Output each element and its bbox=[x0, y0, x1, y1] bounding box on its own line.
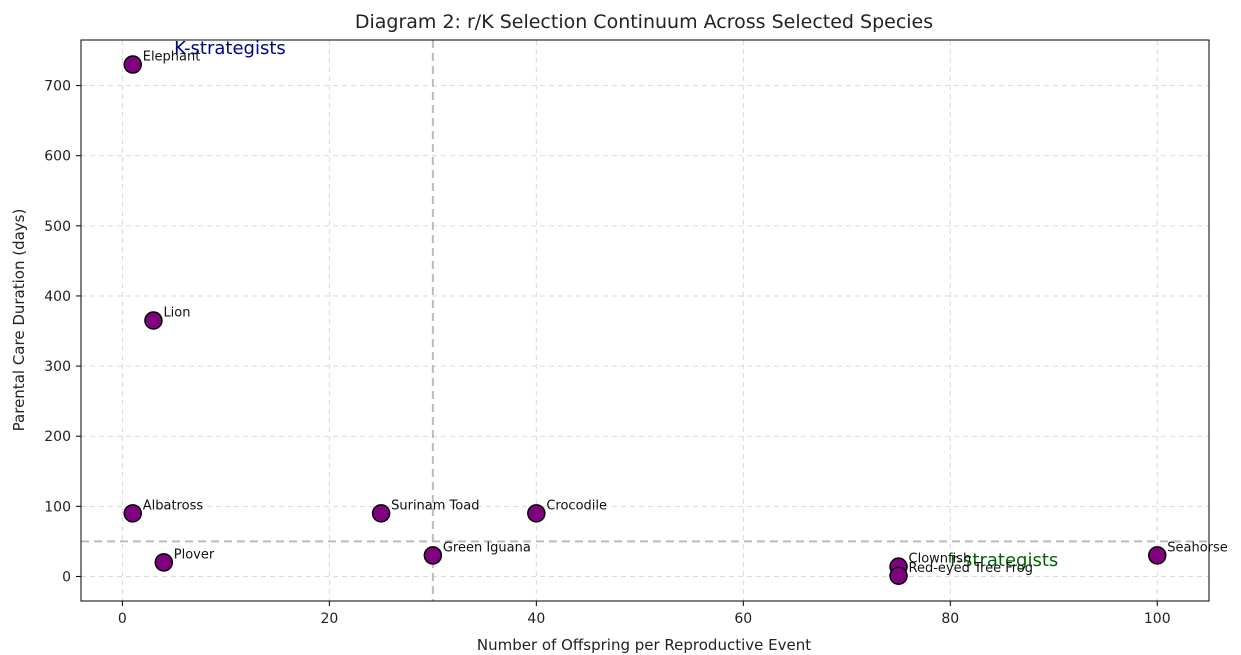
reference-lines bbox=[81, 40, 1209, 601]
y-tick-label: 500 bbox=[44, 219, 71, 235]
x-tick-label: 60 bbox=[734, 611, 752, 627]
x-tick-label: 0 bbox=[118, 611, 127, 627]
y-tick-label: 700 bbox=[44, 79, 71, 95]
point-label: Red-eyed Tree Frog bbox=[909, 561, 1033, 576]
chart-title: Diagram 2: r/K Selection Continuum Acros… bbox=[355, 11, 933, 33]
data-point bbox=[423, 546, 443, 565]
y-tick-label: 300 bbox=[44, 359, 71, 375]
data-point bbox=[144, 311, 163, 330]
region-annotations: K-strategists r-strategists bbox=[174, 38, 1058, 571]
point-labels: Elephant Lion Albatross Plover Surinam Toad G… bbox=[143, 50, 1228, 576]
y-tick-label: 600 bbox=[44, 149, 71, 165]
x-tick-label: 20 bbox=[320, 611, 338, 627]
data-point bbox=[1148, 546, 1167, 565]
y-tick-label: 400 bbox=[44, 289, 71, 305]
point-label: Albatross bbox=[143, 498, 204, 513]
y-axis-label: Parental Care Duration (days) bbox=[10, 209, 28, 432]
point-label: Surinam Toad bbox=[391, 498, 479, 513]
y-tick-label: 100 bbox=[44, 499, 71, 515]
data-point bbox=[154, 553, 174, 572]
point-label: Elephant bbox=[143, 50, 201, 65]
region-annotation: K-strategists bbox=[174, 38, 286, 59]
point-label: Crocodile bbox=[546, 498, 607, 513]
x-axis-label: Number of Offspring per Reproductive Eve… bbox=[477, 636, 811, 654]
point-label: Lion bbox=[163, 306, 190, 321]
plot-area-frame bbox=[80, 39, 1210, 602]
data-point bbox=[123, 55, 142, 74]
data-points bbox=[123, 55, 1167, 586]
data-point bbox=[371, 504, 391, 523]
data-point bbox=[527, 504, 546, 523]
point-label: Green Iguana bbox=[443, 540, 531, 555]
y-tick-label: 200 bbox=[44, 429, 71, 445]
data-point bbox=[123, 504, 142, 523]
x-tick-label: 80 bbox=[941, 611, 959, 627]
x-tick-label: 40 bbox=[527, 611, 545, 627]
grid-lines bbox=[81, 40, 1209, 601]
x-tick-label: 100 bbox=[1144, 611, 1171, 627]
data-point bbox=[889, 566, 908, 586]
y-tick-label: 0 bbox=[62, 569, 71, 585]
point-label: Seahorse bbox=[1167, 540, 1228, 555]
point-label: Clownfish bbox=[909, 552, 972, 567]
axis-ticks: 0 20 40 60 80 100 0 100 200 300 400 500 600 700 bbox=[44, 79, 1170, 627]
region-annotation: r-strategists bbox=[950, 550, 1058, 571]
point-label: Plover bbox=[174, 547, 215, 562]
